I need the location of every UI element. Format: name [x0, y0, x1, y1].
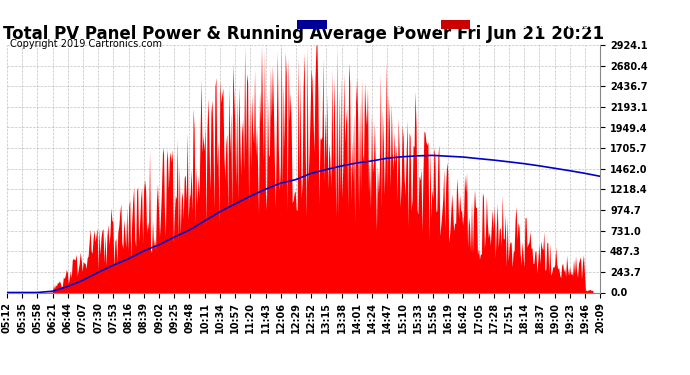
- Legend: Average  (DC Watts), PV Panels  (DC Watts): Average (DC Watts), PV Panels (DC Watts): [295, 18, 595, 32]
- Text: Copyright 2019 Cartronics.com: Copyright 2019 Cartronics.com: [10, 39, 162, 50]
- Title: Total PV Panel Power & Running Average Power Fri Jun 21 20:21: Total PV Panel Power & Running Average P…: [3, 26, 604, 44]
